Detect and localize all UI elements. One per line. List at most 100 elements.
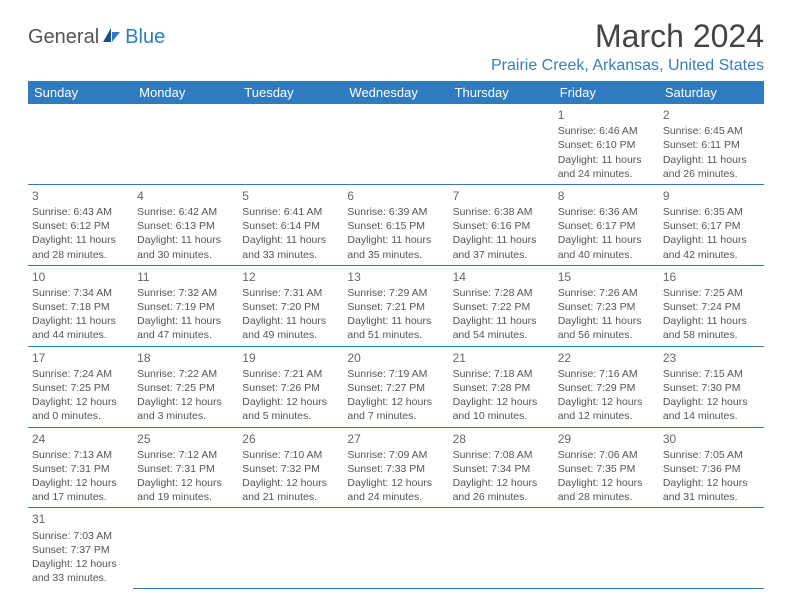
calendar-day-cell: 25Sunrise: 7:12 AMSunset: 7:31 PMDayligh… [133, 427, 238, 508]
day-detail-line: Sunrise: 7:15 AM [663, 367, 760, 381]
day-detail-line: and 51 minutes. [347, 328, 444, 342]
day-detail-line: Daylight: 11 hours [32, 314, 129, 328]
day-number: 17 [32, 350, 129, 366]
day-detail-line: Sunset: 7:23 PM [558, 300, 655, 314]
day-detail-line: Sunrise: 7:19 AM [347, 367, 444, 381]
calendar-day-cell: 7Sunrise: 6:38 AMSunset: 6:16 PMDaylight… [449, 184, 554, 265]
day-detail-line: Sunrise: 6:45 AM [663, 124, 760, 138]
weekday-header: Thursday [449, 81, 554, 104]
day-detail-line: Daylight: 11 hours [32, 233, 129, 247]
calendar-day-cell: 18Sunrise: 7:22 AMSunset: 7:25 PMDayligh… [133, 346, 238, 427]
day-detail-line: Sunset: 6:11 PM [663, 138, 760, 152]
day-detail-line: Sunset: 7:25 PM [137, 381, 234, 395]
day-detail-line: Daylight: 12 hours [137, 476, 234, 490]
calendar-day-cell: 17Sunrise: 7:24 AMSunset: 7:25 PMDayligh… [28, 346, 133, 427]
header: General Blue March 2024 Prairie Creek, A… [28, 18, 764, 75]
day-detail-line: Daylight: 11 hours [137, 233, 234, 247]
day-number: 4 [137, 188, 234, 204]
day-detail-line: Sunset: 7:19 PM [137, 300, 234, 314]
day-detail-line: Sunrise: 7:22 AM [137, 367, 234, 381]
day-detail-line: Daylight: 12 hours [137, 395, 234, 409]
day-detail-line: Daylight: 12 hours [663, 476, 760, 490]
calendar-day-cell: 26Sunrise: 7:10 AMSunset: 7:32 PMDayligh… [238, 427, 343, 508]
day-detail-line: Sunset: 7:22 PM [453, 300, 550, 314]
weekday-header: Tuesday [238, 81, 343, 104]
day-detail-line: Daylight: 11 hours [558, 153, 655, 167]
day-detail-line: Sunrise: 6:38 AM [453, 205, 550, 219]
day-number: 25 [137, 431, 234, 447]
calendar-empty-cell [343, 508, 448, 588]
calendar-table: SundayMondayTuesdayWednesdayThursdayFrid… [28, 81, 764, 589]
day-detail-line: Daylight: 12 hours [663, 395, 760, 409]
calendar-day-cell: 6Sunrise: 6:39 AMSunset: 6:15 PMDaylight… [343, 184, 448, 265]
calendar-day-cell: 14Sunrise: 7:28 AMSunset: 7:22 PMDayligh… [449, 265, 554, 346]
day-detail-line: Sunset: 7:34 PM [453, 462, 550, 476]
calendar-day-cell: 29Sunrise: 7:06 AMSunset: 7:35 PMDayligh… [554, 427, 659, 508]
day-detail-line: Sunrise: 6:39 AM [347, 205, 444, 219]
day-number: 19 [242, 350, 339, 366]
day-detail-line: Sunset: 7:29 PM [558, 381, 655, 395]
day-detail-line: Sunrise: 7:31 AM [242, 286, 339, 300]
calendar-day-cell: 8Sunrise: 6:36 AMSunset: 6:17 PMDaylight… [554, 184, 659, 265]
calendar-empty-cell [28, 104, 133, 184]
day-detail-line: Sunrise: 6:35 AM [663, 205, 760, 219]
day-detail-line: and 3 minutes. [137, 409, 234, 423]
calendar-body: 1Sunrise: 6:46 AMSunset: 6:10 PMDaylight… [28, 104, 764, 588]
weekday-header: Wednesday [343, 81, 448, 104]
day-detail-line: Sunset: 7:18 PM [32, 300, 129, 314]
day-detail-line: and 21 minutes. [242, 490, 339, 504]
day-number: 27 [347, 431, 444, 447]
day-number: 18 [137, 350, 234, 366]
day-number: 6 [347, 188, 444, 204]
day-detail-line: Sunset: 6:12 PM [32, 219, 129, 233]
day-detail-line: Daylight: 12 hours [32, 476, 129, 490]
day-number: 1 [558, 107, 655, 123]
day-detail-line: and 47 minutes. [137, 328, 234, 342]
calendar-day-cell: 1Sunrise: 6:46 AMSunset: 6:10 PMDaylight… [554, 104, 659, 184]
day-detail-line: Sunrise: 7:13 AM [32, 448, 129, 462]
day-detail-line: Daylight: 12 hours [347, 476, 444, 490]
day-detail-line: and 10 minutes. [453, 409, 550, 423]
day-detail-line: and 40 minutes. [558, 248, 655, 262]
day-detail-line: Daylight: 12 hours [32, 395, 129, 409]
day-detail-line: and 19 minutes. [137, 490, 234, 504]
day-detail-line: Sunrise: 7:25 AM [663, 286, 760, 300]
day-detail-line: Daylight: 12 hours [347, 395, 444, 409]
logo-text-blue: Blue [125, 26, 165, 49]
logo: General Blue [28, 26, 165, 49]
day-number: 12 [242, 269, 339, 285]
day-detail-line: Sunrise: 6:36 AM [558, 205, 655, 219]
day-number: 28 [453, 431, 550, 447]
day-detail-line: Sunset: 7:27 PM [347, 381, 444, 395]
calendar-day-cell: 23Sunrise: 7:15 AMSunset: 7:30 PMDayligh… [659, 346, 764, 427]
day-detail-line: Daylight: 12 hours [32, 557, 129, 571]
day-detail-line: Sunrise: 7:16 AM [558, 367, 655, 381]
calendar-empty-cell [343, 104, 448, 184]
day-detail-line: Daylight: 11 hours [558, 314, 655, 328]
calendar-day-cell: 13Sunrise: 7:29 AMSunset: 7:21 PMDayligh… [343, 265, 448, 346]
day-number: 24 [32, 431, 129, 447]
day-detail-line: Sunset: 7:31 PM [137, 462, 234, 476]
weekday-header: Sunday [28, 81, 133, 104]
day-number: 15 [558, 269, 655, 285]
day-detail-line: and 31 minutes. [663, 490, 760, 504]
day-number: 10 [32, 269, 129, 285]
day-detail-line: and 54 minutes. [453, 328, 550, 342]
day-detail-line: and 24 minutes. [558, 167, 655, 181]
title-block: March 2024 Prairie Creek, Arkansas, Unit… [491, 18, 764, 75]
day-number: 30 [663, 431, 760, 447]
day-detail-line: Daylight: 11 hours [347, 233, 444, 247]
day-detail-line: and 44 minutes. [32, 328, 129, 342]
weekday-header: Monday [133, 81, 238, 104]
day-number: 23 [663, 350, 760, 366]
day-detail-line: Sunset: 7:30 PM [663, 381, 760, 395]
day-detail-line: Sunrise: 7:28 AM [453, 286, 550, 300]
day-detail-line: Sunrise: 7:32 AM [137, 286, 234, 300]
day-number: 26 [242, 431, 339, 447]
logo-text-general: General [28, 26, 99, 49]
day-detail-line: Sunset: 7:28 PM [453, 381, 550, 395]
day-number: 14 [453, 269, 550, 285]
day-detail-line: Daylight: 11 hours [663, 153, 760, 167]
day-detail-line: Sunset: 6:15 PM [347, 219, 444, 233]
calendar-day-cell: 21Sunrise: 7:18 AMSunset: 7:28 PMDayligh… [449, 346, 554, 427]
